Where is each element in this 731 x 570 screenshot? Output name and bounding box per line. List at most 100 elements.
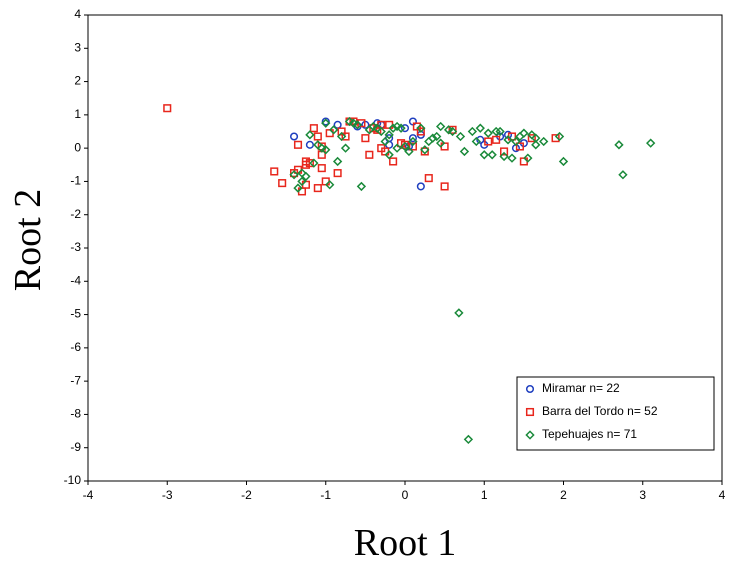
point: [454, 308, 464, 318]
point: [352, 120, 363, 130]
point: [436, 138, 446, 148]
point: [289, 170, 299, 180]
point: [313, 140, 323, 150]
point: [614, 140, 624, 150]
x-tick-label: 0: [402, 488, 409, 502]
point: [424, 174, 433, 183]
point: [305, 159, 314, 168]
legend-label: Tepehuajes n= 71: [542, 427, 637, 441]
point: [447, 126, 458, 137]
point: [492, 135, 501, 144]
y-tick-label: -2: [70, 207, 81, 221]
point: [515, 142, 524, 151]
point: [420, 145, 430, 155]
point: [400, 124, 410, 133]
point: [392, 143, 402, 153]
x-tick-label: 3: [639, 488, 646, 502]
x-tick-label: -1: [320, 488, 331, 502]
point: [380, 136, 390, 147]
point: [554, 131, 565, 142]
point: [500, 147, 509, 156]
x-tick-label: -2: [241, 488, 252, 502]
point: [408, 136, 418, 147]
point: [305, 130, 315, 140]
y-tick-label: -5: [70, 307, 81, 321]
point: [333, 169, 342, 178]
point: [646, 138, 656, 148]
point: [325, 180, 335, 190]
x-axis-title: Root 1: [354, 522, 456, 564]
point: [475, 123, 485, 133]
y-tick-label: -3: [70, 240, 81, 254]
point: [278, 179, 287, 188]
legend-marker: [525, 430, 535, 440]
point: [317, 164, 326, 173]
point: [384, 130, 394, 140]
point: [404, 146, 414, 157]
x-tick-label: -4: [83, 488, 94, 502]
point: [420, 147, 429, 156]
point: [507, 153, 517, 163]
point: [531, 140, 541, 150]
point: [388, 123, 398, 133]
point: [491, 126, 501, 137]
point: [396, 123, 406, 133]
point: [416, 182, 425, 191]
point: [400, 140, 410, 149]
point: [313, 184, 322, 193]
point: [313, 132, 322, 141]
point: [321, 118, 331, 128]
x-tick-label: 1: [481, 488, 488, 502]
point: [487, 150, 497, 160]
point: [523, 153, 533, 163]
point: [321, 117, 330, 126]
y-tick-label: -9: [70, 440, 81, 454]
point: [443, 125, 454, 135]
point: [364, 125, 374, 135]
point: [479, 150, 489, 160]
y-tick-label: -7: [70, 373, 81, 387]
point: [305, 140, 314, 149]
point: [551, 134, 560, 143]
point: [384, 150, 394, 160]
point: [297, 176, 307, 187]
point: [558, 156, 569, 167]
legend-marker: [525, 407, 535, 417]
point: [527, 134, 536, 143]
point: [389, 157, 398, 166]
point: [348, 118, 359, 128]
point: [499, 151, 509, 162]
y-tick-label: 1: [74, 107, 81, 121]
x-tick-label: 2: [560, 488, 567, 502]
point: [416, 123, 426, 133]
point: [365, 150, 374, 159]
point: [361, 134, 370, 143]
point: [344, 116, 355, 127]
y-tick-label: 3: [74, 40, 81, 54]
point: [448, 125, 457, 134]
point: [416, 127, 425, 136]
legend-marker: [525, 384, 535, 394]
point: [340, 143, 351, 153]
point: [467, 126, 478, 137]
point: [293, 183, 303, 193]
point: [163, 104, 172, 113]
point: [400, 141, 410, 152]
point: [483, 128, 493, 138]
point: [270, 167, 279, 176]
point: [424, 136, 434, 147]
point: [356, 181, 367, 192]
y-tick-label: 0: [74, 140, 81, 154]
point: [463, 434, 474, 445]
y-tick-label: 2: [74, 74, 81, 88]
point: [539, 136, 549, 147]
point: [290, 132, 299, 141]
point: [309, 124, 318, 133]
point: [436, 121, 446, 132]
point: [476, 135, 485, 144]
point: [297, 168, 307, 178]
point: [309, 158, 319, 168]
x-tick-label: 4: [719, 488, 726, 502]
point: [372, 123, 382, 133]
